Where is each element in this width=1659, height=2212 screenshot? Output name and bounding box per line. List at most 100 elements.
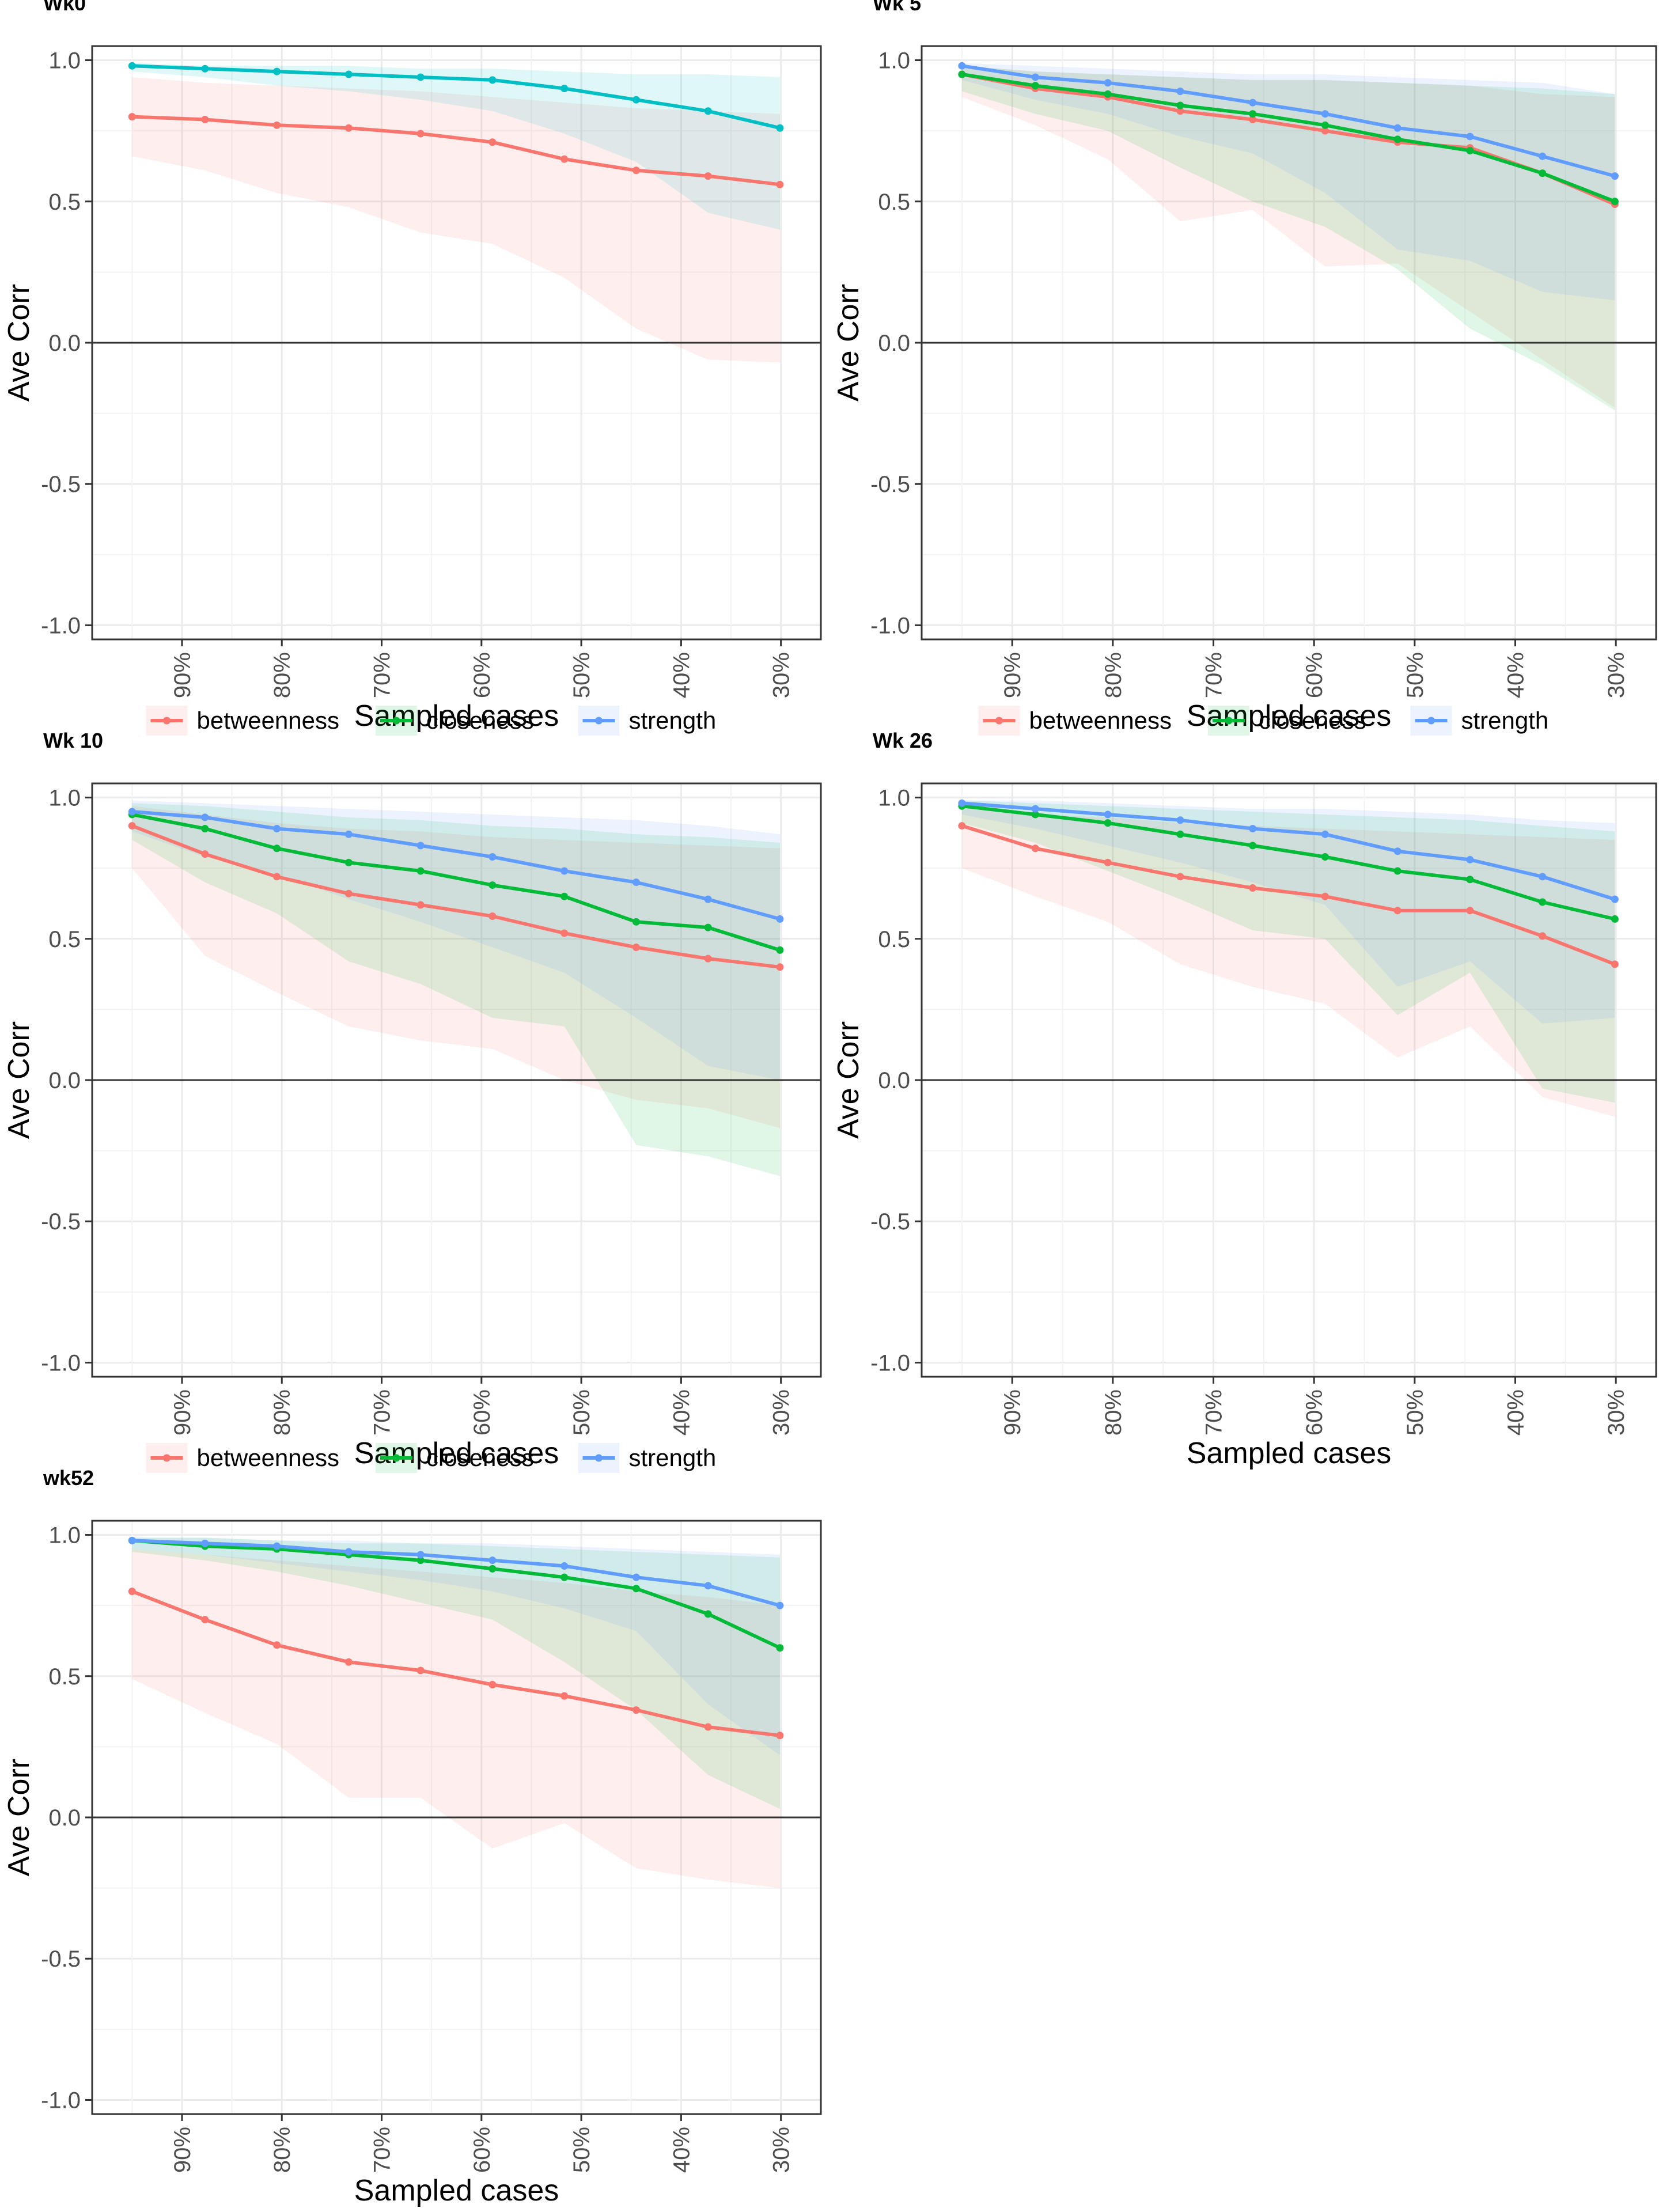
x-tick-label: 60% xyxy=(469,1389,495,1435)
data-point-betweenness xyxy=(632,1706,640,1714)
y-axis-title: Ave Corr xyxy=(2,1759,36,1876)
y-axis-title: Ave Corr xyxy=(2,284,36,402)
ci-band-betweenness xyxy=(961,66,1615,408)
data-point-strength xyxy=(1321,110,1329,118)
data-point-strength xyxy=(1176,816,1184,824)
data-point-betweenness xyxy=(1176,107,1184,115)
data-point-betweenness xyxy=(704,955,712,963)
data-point-betweenness xyxy=(128,1588,136,1596)
x-axis-title: Sampled cases xyxy=(354,2174,559,2207)
x-tick-label: 50% xyxy=(569,1389,594,1435)
x-tick-label: 50% xyxy=(569,652,594,698)
ci-band-strength xyxy=(132,800,780,1080)
data-point-closeness xyxy=(560,1573,569,1581)
x-tick-label: 70% xyxy=(370,2127,395,2173)
data-point-closeness xyxy=(1031,82,1039,90)
data-point-betweenness xyxy=(1611,960,1619,968)
data-point-betweenness xyxy=(1104,858,1112,866)
x-tick-label: 50% xyxy=(1403,1389,1428,1435)
y-tick-label: 0.0 xyxy=(878,331,910,356)
panel-3: 1.0 0.5 0.0 -0.5 -1.0 90% 80% 70% 60% 50% 40% 30% Sa… xyxy=(832,706,1657,1470)
y-tick-label: -0.5 xyxy=(870,472,910,497)
data-point-betweenness xyxy=(344,1658,353,1666)
panel-1: 1.0 0.5 0.0 -0.5 -1.0 90% 80% 70% 60% 50% 40% 30% Sa… xyxy=(832,0,1657,733)
legend-point-closeness xyxy=(1225,717,1233,725)
y-tick-label: -1.0 xyxy=(870,613,910,638)
x-tick-label: 40% xyxy=(669,1389,694,1435)
data-point-betweenness xyxy=(632,943,640,951)
x-axis-title: Sampled cases xyxy=(1187,1437,1392,1470)
x-tick-label: 80% xyxy=(270,2127,295,2173)
data-point-closeness xyxy=(344,858,353,866)
data-point-betweenness xyxy=(201,850,209,858)
y-tick-label: 0.5 xyxy=(878,927,910,952)
data-point-closeness xyxy=(1176,830,1184,838)
legend-label-betweenness: betweenness xyxy=(197,1444,340,1471)
legend-label-betweenness: betweenness xyxy=(197,707,340,734)
legend-label-closeness: closeness xyxy=(426,707,534,734)
series-line-closeness xyxy=(132,1539,781,1650)
legend-point-betweenness xyxy=(163,717,171,725)
data-point-strength xyxy=(273,67,281,75)
panel-2: 1.0 0.5 0.0 -0.5 -1.0 90% 80% 70% 60% 50% 40% 30% Sa… xyxy=(2,706,822,1470)
data-point-strength xyxy=(416,73,425,81)
y-axis-title: Ave Corr xyxy=(832,284,865,402)
y-tick-label: 0.0 xyxy=(48,1805,81,1831)
y-tick-label: -0.5 xyxy=(41,472,81,497)
data-point-betweenness xyxy=(560,1692,569,1700)
x-tick-label: 40% xyxy=(669,2127,694,2173)
x-tick-label: 30% xyxy=(1604,1389,1629,1435)
data-point-betweenness xyxy=(958,822,966,830)
x-tick-label: 40% xyxy=(669,652,694,698)
data-point-closeness xyxy=(488,1565,497,1573)
data-point-strength xyxy=(201,65,209,73)
series-line-strength xyxy=(961,64,1616,178)
ci-band-closeness xyxy=(132,1537,780,1809)
data-point-closeness xyxy=(1249,110,1257,118)
ci-band-betweenness xyxy=(132,806,780,1128)
data-point-closeness xyxy=(1611,198,1619,206)
x-tick-label: 60% xyxy=(469,652,495,698)
panel-title: Wk 10 xyxy=(43,729,103,752)
data-point-closeness xyxy=(1393,135,1402,143)
x-tick-label: 70% xyxy=(370,652,395,698)
data-point-strength xyxy=(1104,79,1112,87)
y-axis-title: Ave Corr xyxy=(832,1021,865,1139)
data-point-betweenness xyxy=(776,963,784,971)
legend-point-betweenness xyxy=(163,1454,171,1462)
x-tick-label: 90% xyxy=(170,652,195,698)
data-point-strength xyxy=(632,96,640,104)
ci-band-betweenness xyxy=(132,77,780,363)
x-tick-label: 30% xyxy=(769,2127,794,2173)
data-point-strength xyxy=(128,808,136,816)
data-point-closeness xyxy=(958,70,966,78)
data-point-closeness xyxy=(1539,898,1547,906)
ci-band-strength xyxy=(961,63,1615,301)
data-point-strength xyxy=(958,62,966,70)
y-tick-label: -0.5 xyxy=(870,1209,910,1234)
x-tick-label: 80% xyxy=(270,1389,295,1435)
legend-point-strength xyxy=(595,1454,603,1462)
x-tick-label: 70% xyxy=(1202,652,1227,698)
series-line-closeness xyxy=(961,804,1616,921)
x-tick-label: 80% xyxy=(1101,1389,1126,1435)
data-point-closeness xyxy=(1249,842,1257,850)
panel-title: wk52 xyxy=(43,1466,94,1490)
data-point-betweenness xyxy=(128,113,136,121)
x-tick-label: 50% xyxy=(569,2127,594,2173)
y-tick-label: 0.0 xyxy=(48,1068,81,1093)
data-point-closeness xyxy=(1031,810,1039,819)
data-point-strength xyxy=(1031,73,1039,81)
data-point-closeness xyxy=(1321,853,1329,861)
data-point-strength xyxy=(416,1551,425,1559)
x-tick-label: 30% xyxy=(1604,652,1629,698)
y-tick-label: -0.5 xyxy=(41,1209,81,1234)
data-point-strength xyxy=(1466,132,1474,141)
series-line-betweenness xyxy=(961,824,1616,966)
data-point-strength xyxy=(1321,830,1329,838)
data-point-closeness xyxy=(776,1644,784,1652)
legend-point-betweenness xyxy=(995,717,1003,725)
legend-label-strength: strength xyxy=(629,1444,717,1471)
data-point-betweenness xyxy=(1321,127,1329,135)
panel-title: Wk 26 xyxy=(873,729,933,752)
